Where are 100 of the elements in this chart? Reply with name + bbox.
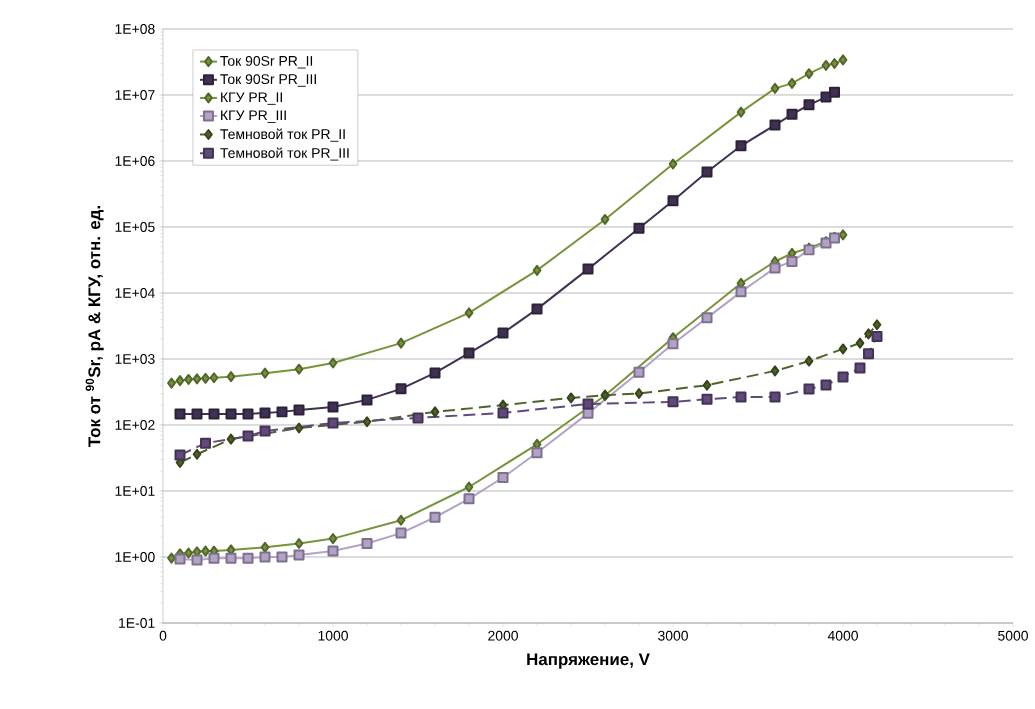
point (167, 552, 176, 564)
y-tick-label: 1E+03 (115, 354, 155, 364)
point (260, 541, 270, 553)
point (566, 392, 576, 404)
point (201, 372, 210, 384)
y-tick-label: 1E+02 (115, 420, 155, 430)
point (259, 407, 271, 419)
y-tick-label: 1E+06 (115, 156, 155, 166)
legend-label: Ток 90Sr PR_III (220, 74, 316, 87)
point (225, 552, 237, 564)
point (735, 140, 747, 152)
y-tick-label: 1E+07 (115, 90, 155, 100)
point (803, 99, 815, 111)
point (242, 408, 254, 420)
point (804, 355, 814, 367)
point (701, 166, 713, 178)
point (327, 401, 339, 413)
point (667, 338, 679, 350)
point (736, 106, 746, 118)
point (668, 158, 678, 170)
y-tick-label: 1E+01 (115, 486, 155, 496)
x-tick-label: 0 (159, 630, 167, 641)
point (362, 416, 372, 428)
point (242, 552, 254, 564)
point (293, 549, 305, 561)
point (804, 68, 814, 80)
point (532, 264, 542, 276)
y-tick-label: 1E+00 (115, 552, 155, 562)
legend-label: Ток 90Sr PR_II (220, 55, 313, 69)
point (803, 383, 815, 395)
point (361, 538, 373, 550)
point (531, 303, 543, 315)
point (192, 373, 202, 385)
point (276, 406, 288, 418)
point (821, 59, 831, 71)
point (200, 437, 212, 449)
point (225, 408, 237, 420)
x-axis-title: Напряжение, V (527, 653, 650, 669)
point (838, 343, 848, 355)
point (429, 367, 441, 379)
point (294, 363, 304, 375)
point (191, 554, 203, 566)
point (633, 222, 645, 234)
point (175, 375, 185, 387)
point (769, 391, 781, 403)
point (770, 82, 780, 94)
point (209, 372, 219, 384)
point (412, 412, 424, 424)
point (634, 388, 644, 399)
point (226, 371, 236, 383)
point (855, 337, 865, 349)
x-tick-label: 3000 (658, 630, 688, 641)
legend-label: Темновой ток PR_II (220, 128, 345, 142)
legend-label: Темновой ток PR_III (220, 147, 349, 161)
point (864, 328, 873, 340)
point (702, 379, 712, 391)
point (293, 404, 305, 416)
point (786, 108, 798, 120)
point (396, 514, 406, 526)
y-tick-label: 1E+08 (115, 24, 155, 34)
point (854, 362, 866, 374)
point (863, 348, 875, 360)
point (531, 447, 543, 459)
point (201, 545, 210, 557)
legend-label: КГУ PR_III (221, 110, 286, 123)
point (497, 472, 509, 484)
point (463, 493, 475, 505)
point (600, 213, 610, 225)
point (430, 406, 440, 418)
point (361, 394, 373, 406)
y-axis-title: Ток от $^{90}$Sr, pA & КГУ, отн. ед. (85, 206, 104, 447)
point (328, 533, 338, 545)
y-tick-label: 1E-01 (119, 618, 155, 628)
point (259, 425, 271, 437)
point (701, 312, 713, 324)
point (786, 255, 798, 267)
point (260, 367, 270, 379)
point (829, 86, 841, 98)
x-tick-label: 5000 (998, 630, 1028, 641)
point (463, 347, 475, 359)
point (174, 408, 186, 420)
point (872, 319, 882, 331)
point (184, 373, 193, 385)
point (830, 58, 839, 69)
point (226, 433, 236, 445)
point (667, 396, 679, 408)
point (497, 407, 509, 419)
legend-label: КГУ PR_II (221, 92, 282, 105)
point (497, 327, 509, 339)
point (787, 77, 797, 89)
point (396, 337, 406, 349)
point (582, 398, 594, 410)
point (837, 371, 849, 383)
point (174, 553, 186, 565)
point (429, 511, 441, 523)
point (735, 286, 747, 298)
point (769, 119, 781, 131)
point (242, 430, 254, 442)
point (208, 552, 220, 564)
point (167, 377, 176, 389)
